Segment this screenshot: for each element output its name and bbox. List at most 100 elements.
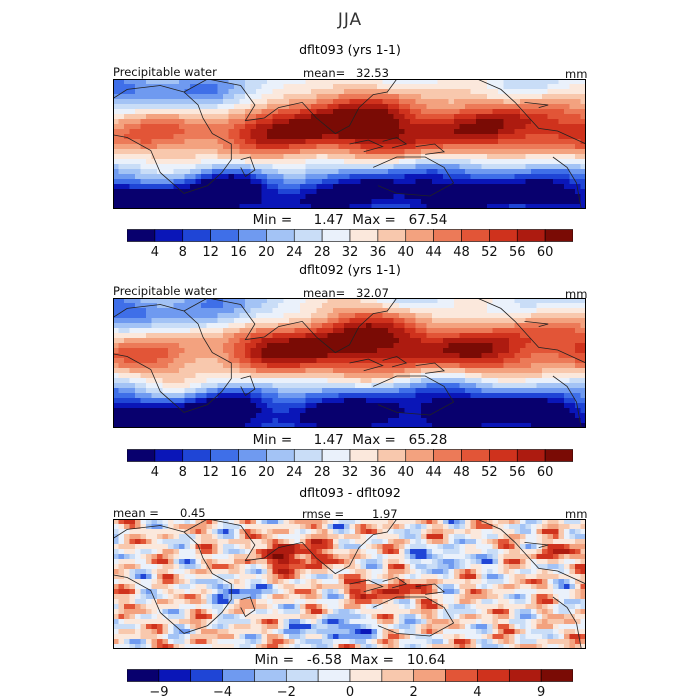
- field-cell: [421, 303, 428, 309]
- field-cell: [377, 303, 384, 309]
- field-cell: [300, 348, 307, 354]
- field-cell: [157, 323, 164, 329]
- field-cell: [140, 529, 147, 535]
- field-cell: [217, 199, 224, 205]
- field-cell: [415, 139, 422, 145]
- field-cell: [245, 393, 252, 399]
- field-cell: [509, 353, 516, 359]
- field-cell: [564, 408, 571, 414]
- field-cell: [553, 313, 560, 319]
- field-cell: [300, 124, 307, 130]
- field-cell: [514, 398, 521, 404]
- field-cell: [190, 423, 197, 428]
- field-cell: [503, 413, 510, 419]
- field-cell: [360, 328, 367, 334]
- field-cell: [118, 189, 125, 195]
- field-cell: [349, 104, 356, 110]
- field-cell: [267, 184, 274, 190]
- field-cell: [399, 303, 406, 309]
- field-cell: [333, 154, 340, 160]
- field-cell: [256, 328, 263, 334]
- field-cell: [575, 393, 582, 399]
- field-cell: [140, 524, 147, 530]
- field-cell: [327, 84, 334, 90]
- field-cell: [553, 519, 560, 525]
- field-cell: [113, 154, 120, 160]
- field-cell: [322, 318, 329, 324]
- field-cell: [492, 79, 499, 85]
- field-cell: [454, 363, 461, 369]
- field-cell: [558, 199, 565, 205]
- field-cell: [558, 189, 565, 195]
- field-cell: [311, 539, 318, 545]
- field-cell: [261, 529, 268, 535]
- field-cell: [355, 129, 362, 135]
- field-cell: [580, 189, 586, 195]
- field-cell: [234, 413, 241, 419]
- field-cell: [223, 179, 230, 185]
- field-cell: [366, 328, 373, 334]
- field-cell: [487, 89, 494, 95]
- field-cell: [459, 368, 466, 374]
- field-cell: [421, 164, 428, 170]
- field-cell: [157, 89, 164, 95]
- field-cell: [377, 159, 384, 165]
- field-cell: [322, 159, 329, 165]
- field-cell: [349, 408, 356, 414]
- field-cell: [410, 194, 417, 200]
- field-cell: [129, 94, 136, 100]
- field-cell: [316, 343, 323, 349]
- field-cell: [157, 413, 164, 419]
- field-cell: [448, 144, 455, 150]
- field-cell: [157, 94, 164, 100]
- field-cell: [525, 303, 532, 309]
- field-cell: [465, 524, 472, 530]
- field-cell: [184, 358, 191, 364]
- field-cell: [426, 303, 433, 309]
- field-cell: [333, 383, 340, 389]
- field-cell: [135, 353, 142, 359]
- field-cell: [437, 174, 444, 180]
- field-cell: [250, 368, 257, 374]
- field-cell: [322, 358, 329, 364]
- field-cell: [547, 338, 554, 344]
- field-cell: [278, 318, 285, 324]
- field-cell: [575, 348, 582, 354]
- field-cell: [564, 423, 571, 428]
- colorbar-tick-label: 8: [179, 245, 187, 260]
- field-cell: [531, 529, 538, 535]
- field-cell: [322, 204, 329, 209]
- field-cell: [195, 408, 202, 414]
- field-cell: [542, 388, 549, 394]
- field-cell: [333, 303, 340, 309]
- field-cell: [289, 328, 296, 334]
- field-cell: [509, 373, 516, 379]
- field-cell: [520, 104, 527, 110]
- field-cell: [294, 368, 301, 374]
- field-cell: [542, 189, 549, 195]
- field-cell: [195, 534, 202, 540]
- field-cell: [278, 423, 285, 428]
- field-cell: [536, 534, 543, 540]
- field-cell: [168, 139, 175, 145]
- field-cell: [344, 84, 351, 90]
- field-cell: [432, 119, 439, 125]
- field-cell: [432, 313, 439, 319]
- field-cell: [289, 353, 296, 359]
- field-cell: [525, 194, 532, 200]
- field-cell: [382, 119, 389, 125]
- field-cell: [283, 99, 290, 105]
- field-cell: [256, 378, 263, 384]
- field-cell: [360, 338, 367, 344]
- field-cell: [311, 383, 318, 389]
- field-cell: [201, 408, 208, 414]
- field-cell: [311, 94, 318, 100]
- field-cell: [300, 179, 307, 185]
- field-cell: [476, 119, 483, 125]
- field-cell: [195, 298, 202, 304]
- field-cell: [371, 99, 378, 105]
- field-cell: [333, 174, 340, 180]
- field-cell: [212, 303, 219, 309]
- field-cell: [311, 114, 318, 120]
- field-cell: [448, 348, 455, 354]
